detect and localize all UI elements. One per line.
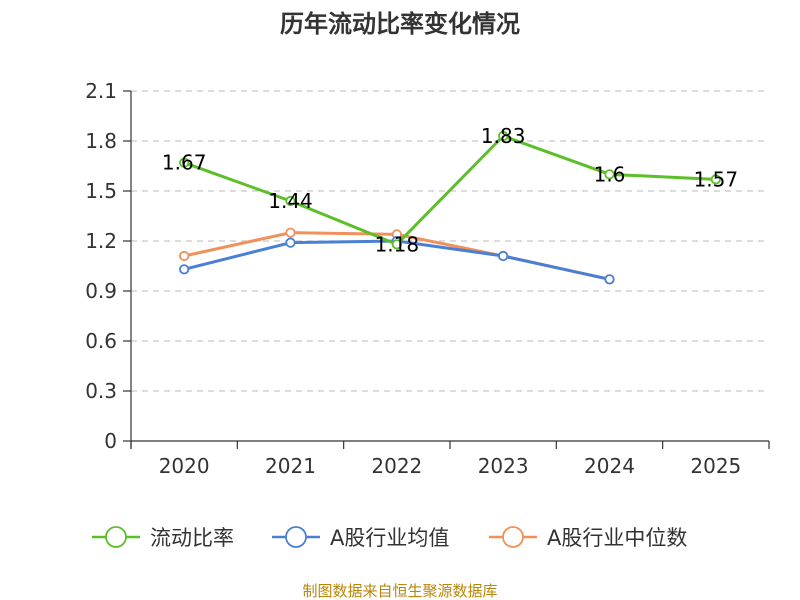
data-point: [391, 239, 402, 250]
data-point: [604, 274, 615, 285]
y-tick-label: 2.1: [85, 79, 117, 103]
legend-label: A股行业中位数: [547, 526, 687, 550]
legend-item[interactable]: A股行业均值: [272, 526, 449, 550]
legend-marker: [285, 526, 307, 548]
series-line: [183, 134, 716, 246]
legend-item[interactable]: 流动比率: [92, 526, 234, 550]
y-tick-label: 0.3: [85, 379, 117, 403]
y-tick-label: 0.6: [85, 329, 117, 353]
data-label: 1.6: [594, 162, 626, 186]
data-point: [179, 250, 190, 262]
legend: 流动比率 A股行业均值 A股行业中位数: [92, 526, 687, 550]
x-tick-label: 2020: [159, 454, 210, 478]
legend-marker: [502, 526, 524, 548]
y-tick-label: 1.5: [85, 179, 117, 203]
data-labels: 1.67 1.44 1.18 1.83 1.6 1.57: [162, 124, 738, 256]
series-group: [179, 130, 721, 285]
axes: 0 0.3 0.6 0.9 1.2 1.5 1.8 2.1 2020 2021 2022 2023 20…: [85, 79, 770, 478]
x-tick-label: 2022: [371, 454, 422, 478]
y-tick-label: 0: [104, 429, 117, 453]
data-point: [498, 250, 509, 262]
data-point: [498, 130, 509, 142]
source-note: 制图数据来自恒生聚源数据库: [302, 582, 497, 600]
data-label: 1.83: [481, 124, 526, 148]
data-point: [710, 174, 721, 185]
data-point: [179, 157, 190, 168]
legend-label: 流动比率: [150, 526, 234, 550]
x-tick-label: 2024: [584, 454, 635, 478]
y-tick-label: 1.8: [85, 129, 117, 153]
data-point: [285, 227, 296, 238]
legend-label: A股行业均值: [330, 526, 449, 550]
grid-lines: [131, 90, 769, 392]
data-label: 1.44: [268, 189, 313, 213]
data-label: 1.18: [375, 232, 420, 256]
x-tick-label: 2023: [478, 454, 529, 478]
data-point: [179, 264, 190, 275]
x-tick-label: 2021: [265, 454, 316, 478]
legend-marker: [105, 526, 127, 548]
data-point: [604, 169, 615, 180]
data-label: 1.57: [694, 167, 739, 191]
x-tick-label: 2025: [690, 454, 741, 478]
y-tick-label: 1.2: [85, 229, 117, 253]
chart-title: 历年流动比率变化情况: [280, 10, 520, 38]
data-point: [285, 237, 296, 248]
data-point: [285, 195, 296, 207]
data-label: 1.67: [162, 151, 207, 175]
y-tick-label: 0.9: [85, 279, 117, 303]
legend-item[interactable]: A股行业中位数: [489, 526, 687, 550]
